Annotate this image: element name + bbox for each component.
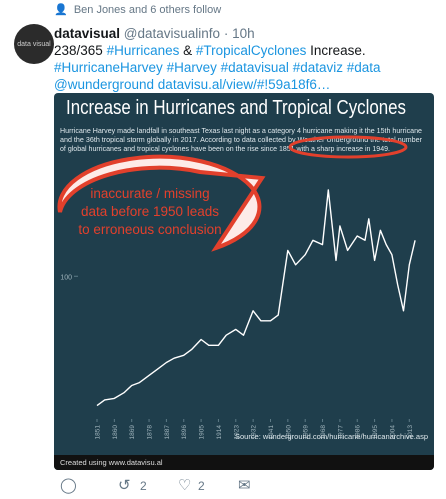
- reply-button[interactable]: ◯: [60, 477, 77, 494]
- tweet-text-part: 238/365: [54, 43, 107, 58]
- credit-bar: [54, 455, 434, 470]
- x-tick-label: 1977: [337, 425, 344, 440]
- chart-title: Increase in Hurricanes and Tropical Cycl…: [66, 97, 406, 119]
- tweet-link[interactable]: #datavisual: [220, 60, 289, 75]
- tweet-text: 238/365 #Hurricanes & #TropicalCyclones …: [54, 42, 439, 93]
- tweet-link[interactable]: #TropicalCyclones: [195, 43, 307, 58]
- message-button[interactable]: ✉: [238, 477, 251, 494]
- x-tick-label: 2004: [389, 425, 396, 440]
- chart-source: Source: wunderground.com/hurricane/hurri…: [235, 432, 428, 441]
- x-tick-label: 1950: [285, 425, 292, 440]
- x-tick-label: 1986: [355, 425, 362, 440]
- tweet-link[interactable]: #data: [346, 60, 381, 75]
- callout-text: inaccurate / missing: [90, 186, 209, 201]
- tweet-link[interactable]: #HurricaneHarvey: [54, 60, 163, 75]
- x-tick-label: 1995: [372, 425, 379, 440]
- tweet-text-part: &: [179, 43, 196, 58]
- tweet-header: datavisual @datavisualinfo · 10h: [54, 26, 255, 41]
- x-tick-label: 1914: [216, 425, 223, 440]
- x-tick-label: 1887: [164, 425, 171, 440]
- tweet-link[interactable]: #dataviz: [292, 60, 343, 75]
- x-tick-label: 1860: [112, 425, 119, 440]
- avatar-text: data visual: [17, 40, 51, 48]
- y-tick-label: 100: [60, 274, 72, 281]
- x-tick-label: 1968: [320, 425, 327, 440]
- x-tick-label: 1941: [268, 425, 275, 440]
- x-tick-label: 2013: [407, 425, 414, 440]
- tweet-actions: ◯ ↺ 2 ♡ 2 ✉: [0, 476, 446, 496]
- tweet-link[interactable]: #Hurricanes: [106, 43, 180, 58]
- retweet-button[interactable]: ↺: [118, 477, 131, 494]
- x-tick-label: 1869: [129, 425, 136, 440]
- x-tick-label: 1896: [181, 425, 188, 440]
- x-tick-label: 1959: [303, 425, 310, 440]
- chart-subtitle: of global hurricanes and tropical cyclon…: [60, 144, 390, 153]
- highlight-ring: [288, 135, 408, 159]
- tweet-image[interactable]: Increase in Hurricanes and Tropical Cycl…: [54, 93, 434, 470]
- context-text: Ben Jones and 6 others follow: [73, 4, 222, 16]
- x-tick-label: 1905: [199, 425, 206, 440]
- time[interactable]: 10h: [232, 26, 255, 41]
- data-line: [96, 189, 416, 407]
- x-tick-label: 1878: [147, 425, 154, 440]
- plot: 100 1851 1860 1869 1878 1887 1896 1905 1914 1923 1…: [60, 189, 416, 440]
- tweet-text-part: Increase.: [306, 43, 366, 58]
- callout-text: data before 1950 leads: [81, 204, 219, 219]
- retweet-count: 2: [140, 479, 147, 493]
- tweet-link[interactable]: datavisu.al/view/#!59a18f6…: [157, 77, 331, 92]
- x-tick-label: 1923: [233, 425, 240, 440]
- handle[interactable]: @datavisualinfo: [123, 26, 221, 41]
- chart-subtitle: Hurricane Harvey made landfall in southe…: [60, 126, 422, 135]
- like-count: 2: [198, 479, 205, 493]
- display-name[interactable]: datavisual: [54, 26, 121, 41]
- callout: [57, 154, 266, 252]
- tweet-link[interactable]: #Harvey: [166, 60, 217, 75]
- chart-subtitle: and the 36th tropical storm globally in …: [60, 135, 422, 144]
- x-tick-label: 1932: [251, 425, 258, 440]
- callout-text: to erroneous conclusion: [78, 222, 221, 237]
- avatar[interactable]: data visual: [14, 24, 54, 64]
- x-tick-label: 1851: [95, 425, 102, 440]
- chart-credit: Created using www.datavisu.al: [60, 458, 163, 467]
- tweet-link[interactable]: @wunderground: [54, 77, 155, 92]
- retweet-context: 👤 Ben Jones and 6 others follow: [54, 4, 222, 16]
- like-button[interactable]: ♡: [178, 477, 192, 494]
